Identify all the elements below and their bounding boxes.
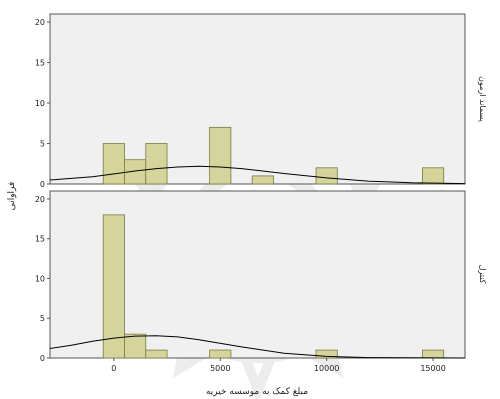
histogram-bar-top <box>422 167 445 185</box>
histogram-bar-top <box>251 175 274 185</box>
x-tick-label: 5000 <box>210 364 230 373</box>
panel-bottom: 0 5 10 15 20 <box>35 190 466 363</box>
y-tick-label-top: 20 <box>35 18 45 27</box>
x-tick-label: 15000 <box>420 364 445 373</box>
histogram-bar-bottom <box>102 214 125 359</box>
x-axis: 0 5000 10000 15000 <box>111 358 446 373</box>
y-axis-title: فراوانی <box>7 182 17 211</box>
y-tick-label-bottom: 5 <box>40 314 45 323</box>
y-tick-label-bottom: 15 <box>35 235 45 244</box>
y-tick-label-top: 15 <box>35 59 45 68</box>
y-axis-top: 0 5 10 15 20 <box>35 18 50 189</box>
normal-curve-top <box>49 165 466 185</box>
y-axis-bottom: 0 5 10 15 20 <box>35 195 50 363</box>
histogram-bar-top <box>315 167 338 185</box>
normal-curve-bottom <box>49 335 466 359</box>
x-tick-label: 0 <box>111 364 116 373</box>
histogram-bar-top <box>102 143 125 185</box>
y-tick-label-top: 0 <box>40 180 45 189</box>
bars-bottom <box>102 214 445 359</box>
histogram-bar-bottom <box>145 349 168 359</box>
histogram-bar-bottom <box>209 349 232 359</box>
histogram-bar-top <box>209 126 232 185</box>
x-tick-label: 10000 <box>314 364 339 373</box>
y-tick-label-top: 10 <box>35 99 45 108</box>
histogram-bar-bottom <box>422 349 445 359</box>
y-tick-label-top: 5 <box>40 140 45 149</box>
panel-label-bottom: کنترل <box>478 265 487 284</box>
y-tick-label-bottom: 0 <box>40 354 45 363</box>
histogram-bar-bottom <box>124 333 147 359</box>
bars-top <box>102 126 445 185</box>
y-tick-label-bottom: 10 <box>35 274 45 283</box>
x-axis-title: مبلغ کمک به موسسه خیریه <box>206 387 308 397</box>
histogram-bar-top <box>145 143 168 185</box>
panel-label-top: پسماند ازمون <box>478 76 487 122</box>
y-tick-label-bottom: 20 <box>35 195 45 204</box>
panel-top: 0 5 10 15 20 <box>35 13 466 189</box>
